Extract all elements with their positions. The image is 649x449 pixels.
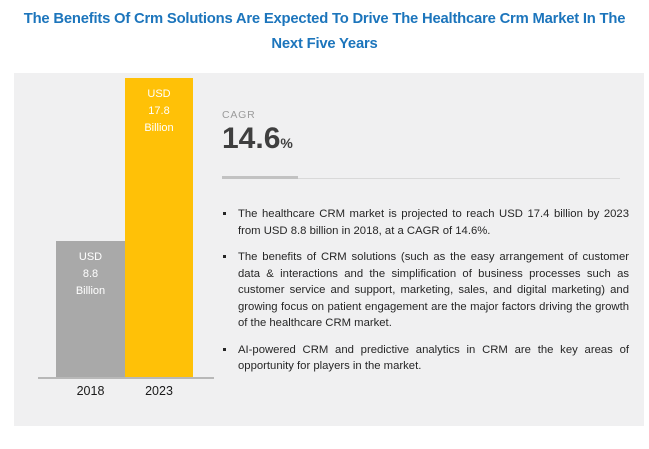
x-axis-line — [38, 377, 214, 379]
x-tick-2023: 2023 — [145, 384, 173, 398]
bullet-square-icon — [223, 212, 226, 215]
cagr-value: 14.6% — [222, 122, 629, 160]
bar-2018-value-label: USD 8.8 Billion — [75, 251, 106, 297]
page-title: The Benefits Of Crm Solutions Are Expect… — [23, 11, 626, 52]
divider-dark-segment — [222, 176, 298, 179]
section-divider — [222, 176, 620, 179]
bar-2023-value-label: USD 17.8 Billion — [144, 88, 174, 134]
cagr-percent-sign: % — [280, 135, 293, 151]
bar-2018: USD 8.8 Billion — [56, 241, 125, 377]
content-card: USD 8.8 Billion USD 17.8 Billion 2018 20… — [14, 73, 644, 426]
bullet-text: The healthcare CRM market is projected t… — [238, 208, 629, 237]
list-item: The healthcare CRM market is projected t… — [222, 206, 629, 239]
bullet-text: AI-powered CRM and predictive analytics … — [238, 343, 629, 373]
list-item: The benefits of CRM solutions (such as t… — [222, 249, 629, 332]
divider-light-line — [222, 178, 620, 179]
cagr-label: CAGR — [222, 109, 256, 121]
bar-2023: USD 17.8 Billion — [125, 78, 193, 377]
bullet-text: The benefits of CRM solutions (such as t… — [238, 251, 629, 329]
list-item: AI-powered CRM and predictive analytics … — [222, 342, 629, 375]
summary-panel: CAGR 14.6% The healthcare CRM market is … — [222, 109, 629, 385]
x-tick-2018: 2018 — [76, 384, 105, 398]
key-points-list: The healthcare CRM market is projected t… — [222, 206, 629, 375]
bullet-square-icon — [223, 347, 226, 351]
cagr-number: 14.6 — [222, 122, 281, 155]
bullet-square-icon — [223, 255, 226, 258]
